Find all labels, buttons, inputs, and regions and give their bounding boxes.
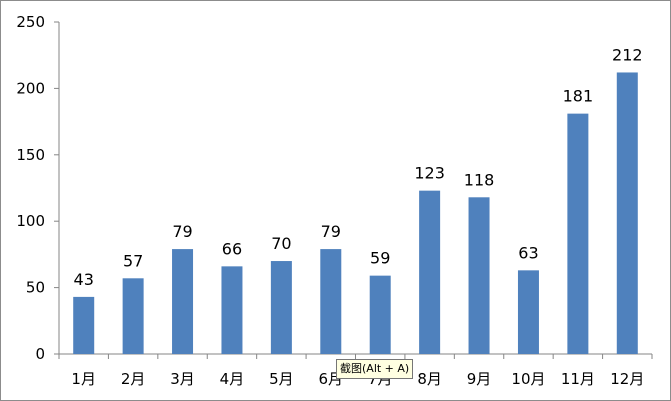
data-label-4: 66 [222, 239, 242, 258]
x-tick-label-10: 10月 [511, 370, 545, 388]
x-tick-label-12: 12月 [610, 370, 644, 388]
x-tick-label-3: 3月 [170, 370, 195, 388]
data-label-2: 57 [123, 251, 143, 270]
data-label-8: 123 [414, 164, 445, 183]
bar-6 [320, 249, 342, 354]
data-label-5: 70 [271, 234, 291, 253]
data-label-7: 59 [370, 249, 390, 268]
data-label-10: 63 [518, 243, 538, 262]
data-label-6: 79 [321, 222, 341, 241]
y-tick-label-3: 150 [16, 146, 45, 164]
x-tick-label-4: 4月 [220, 370, 245, 388]
bar-7 [369, 275, 391, 354]
data-label-12: 212 [612, 45, 643, 64]
bar-1 [73, 296, 95, 354]
bar-8 [419, 190, 441, 354]
screenshot-tooltip: 截图(Alt + A) [336, 359, 414, 379]
x-tick-label-8: 8月 [417, 370, 442, 388]
bar-2 [122, 278, 144, 354]
data-label-9: 118 [464, 170, 495, 189]
data-label-1: 43 [74, 270, 94, 289]
x-tick-label-2: 2月 [121, 370, 146, 388]
y-tick-label-1: 50 [26, 279, 45, 297]
bar-9 [468, 197, 490, 354]
bar-4 [221, 266, 243, 354]
y-tick-label-4: 200 [16, 79, 45, 97]
x-tick-label-5: 5月 [269, 370, 294, 388]
y-tick-label-5: 250 [16, 13, 45, 31]
x-tick-label-9: 9月 [467, 370, 492, 388]
bar-11 [567, 113, 589, 354]
data-label-11: 181 [563, 87, 594, 106]
x-tick-label-11: 11月 [561, 370, 595, 388]
data-label-3: 79 [172, 222, 192, 241]
bar-5 [270, 261, 292, 354]
x-tick-label-1: 1月 [71, 370, 96, 388]
y-tick-label-0: 0 [35, 345, 45, 363]
y-tick-label-2: 100 [16, 212, 45, 230]
bar-12 [616, 72, 638, 355]
bar-10 [517, 270, 539, 354]
bar-3 [172, 249, 194, 354]
